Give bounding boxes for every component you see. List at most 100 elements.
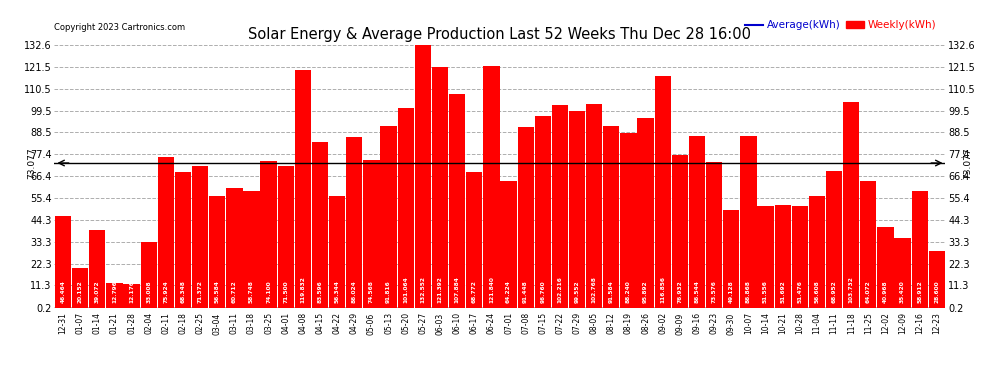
Bar	[157, 158, 174, 308]
Bar	[603, 126, 620, 308]
Text: 73.576: 73.576	[712, 280, 717, 303]
Bar	[398, 108, 414, 308]
Text: 51.556: 51.556	[763, 280, 768, 303]
Text: 71.372: 71.372	[198, 280, 203, 303]
Text: 74.100: 74.100	[266, 280, 271, 303]
Text: 91.584: 91.584	[609, 280, 614, 303]
Legend: Average(kWh), Weekly(kWh): Average(kWh), Weekly(kWh)	[741, 16, 940, 34]
Text: 96.760: 96.760	[541, 280, 545, 303]
Text: 75.924: 75.924	[163, 280, 168, 303]
Text: 33.008: 33.008	[147, 280, 151, 303]
Text: 83.596: 83.596	[318, 280, 323, 303]
Bar	[723, 210, 740, 308]
Bar	[569, 111, 585, 308]
Text: 102.216: 102.216	[557, 276, 562, 303]
Text: 119.832: 119.832	[300, 276, 305, 303]
Bar	[638, 118, 653, 308]
Text: 58.912: 58.912	[918, 280, 923, 303]
Text: 71.500: 71.500	[283, 280, 288, 303]
Text: 121.392: 121.392	[438, 276, 443, 303]
Bar	[741, 136, 756, 308]
Text: 73.077: 73.077	[963, 147, 972, 179]
Text: 95.892: 95.892	[644, 280, 648, 303]
Text: 86.544: 86.544	[695, 280, 700, 303]
Bar	[877, 226, 894, 308]
Text: 20.152: 20.152	[77, 280, 82, 303]
Text: 107.884: 107.884	[454, 276, 459, 303]
Text: 46.464: 46.464	[60, 280, 65, 303]
Bar	[706, 162, 723, 308]
Bar	[792, 206, 808, 308]
Text: 51.476: 51.476	[797, 280, 802, 303]
Text: 132.552: 132.552	[421, 276, 426, 303]
Bar	[260, 161, 277, 308]
Bar	[380, 126, 397, 308]
Bar	[363, 160, 379, 308]
Text: 12.796: 12.796	[112, 280, 117, 303]
Text: 64.072: 64.072	[866, 280, 871, 303]
Bar	[860, 181, 876, 308]
Bar	[843, 102, 859, 308]
Title: Solar Energy & Average Production Last 52 Weeks Thu Dec 28 16:00: Solar Energy & Average Production Last 5…	[248, 27, 751, 42]
Bar	[432, 67, 448, 308]
Bar	[518, 127, 534, 308]
Bar	[586, 104, 602, 308]
Text: 60.712: 60.712	[232, 280, 237, 303]
Bar	[483, 66, 500, 308]
Text: 101.064: 101.064	[403, 276, 408, 303]
Bar	[141, 243, 156, 308]
Bar	[244, 191, 259, 308]
Text: 88.240: 88.240	[626, 280, 631, 303]
Bar	[329, 196, 346, 308]
Bar	[809, 196, 825, 308]
Text: 68.348: 68.348	[180, 280, 185, 303]
Text: 102.768: 102.768	[592, 276, 597, 303]
Text: 86.868: 86.868	[745, 280, 750, 303]
Bar	[295, 70, 311, 308]
Text: 39.072: 39.072	[95, 280, 100, 303]
Bar	[54, 216, 71, 308]
Bar	[175, 172, 191, 308]
Bar	[826, 171, 842, 308]
Text: 91.816: 91.816	[386, 280, 391, 303]
Text: 86.024: 86.024	[351, 280, 356, 303]
Bar	[895, 238, 911, 308]
Text: 73.077: 73.077	[28, 147, 37, 179]
Bar	[106, 282, 123, 308]
Bar	[89, 230, 105, 308]
Bar	[277, 166, 294, 308]
Text: 49.128: 49.128	[729, 280, 734, 303]
Text: 121.840: 121.840	[489, 276, 494, 303]
Text: 116.856: 116.856	[660, 276, 665, 303]
Text: 56.608: 56.608	[815, 280, 820, 303]
Bar	[312, 142, 328, 308]
Text: 35.420: 35.420	[900, 280, 905, 303]
Text: 56.344: 56.344	[335, 280, 340, 303]
Text: 64.224: 64.224	[506, 280, 511, 303]
Text: 58.748: 58.748	[249, 280, 254, 303]
Text: 68.952: 68.952	[832, 280, 837, 303]
Text: Copyright 2023 Cartronics.com: Copyright 2023 Cartronics.com	[54, 23, 185, 32]
Bar	[535, 116, 550, 308]
Bar	[621, 133, 637, 308]
Bar	[929, 251, 945, 308]
Text: 76.932: 76.932	[677, 280, 682, 303]
Bar	[449, 94, 465, 308]
Text: 12.176: 12.176	[129, 280, 134, 303]
Text: 40.968: 40.968	[883, 280, 888, 303]
Bar	[551, 105, 568, 308]
Bar	[689, 136, 705, 308]
Bar	[654, 76, 671, 308]
Bar	[72, 268, 88, 308]
Text: 51.692: 51.692	[780, 280, 785, 303]
Text: 91.448: 91.448	[523, 280, 528, 303]
Bar	[227, 188, 243, 308]
Bar	[500, 181, 517, 308]
Bar	[466, 171, 482, 308]
Bar	[192, 166, 208, 308]
Bar	[774, 206, 791, 308]
Bar	[757, 206, 773, 308]
Bar	[124, 284, 140, 308]
Text: 56.584: 56.584	[215, 280, 220, 303]
Text: 68.772: 68.772	[472, 280, 477, 303]
